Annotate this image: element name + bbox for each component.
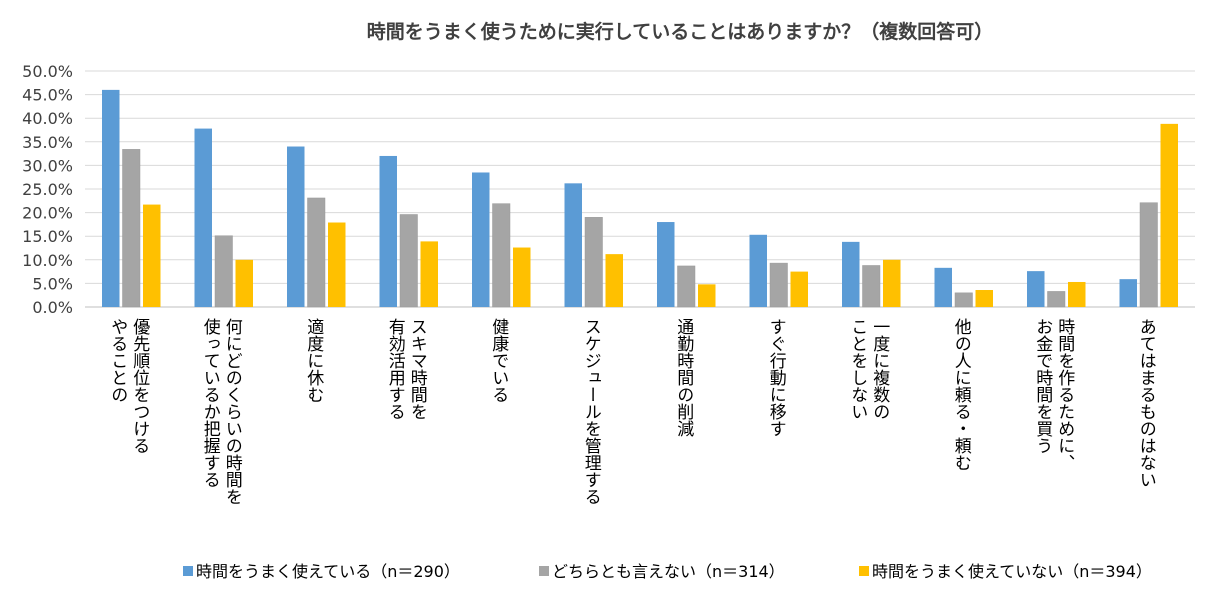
category-label: 通勤時間の削減	[673, 318, 694, 437]
y-tick-label: 0.0%	[32, 298, 73, 317]
bar	[698, 284, 716, 307]
category-label: あてはまるものはない	[1136, 318, 1156, 488]
category-label: 適度に休む	[303, 318, 324, 403]
bar	[605, 254, 623, 307]
bar	[975, 290, 993, 307]
bar	[584, 217, 603, 308]
category-label: やることの	[107, 318, 127, 403]
bar	[842, 241, 860, 307]
bar	[749, 234, 767, 307]
y-tick-label: 25.0%	[22, 180, 73, 199]
category-label: 優先順位をつける	[129, 318, 150, 454]
category-label: スケジュールを管理する	[581, 318, 602, 505]
gridlines	[85, 70, 1195, 308]
legend-label: どちらとも言えない（n＝314）	[552, 562, 785, 581]
bar	[143, 204, 161, 307]
bar	[790, 271, 808, 307]
category-label: ことをしない	[847, 318, 867, 420]
y-tick-label: 50.0%	[22, 62, 73, 81]
y-tick-label: 5.0%	[32, 274, 73, 293]
chart-title: 時間をうまく使うために実行していることはありますか？（複数回答可）	[367, 20, 993, 43]
category-label: 健康でいる	[488, 318, 509, 403]
y-tick-label: 45.0%	[22, 86, 73, 105]
y-tick-label: 40.0%	[22, 109, 73, 128]
bar	[214, 235, 233, 308]
bar	[399, 214, 418, 308]
bar	[307, 197, 326, 308]
bar	[934, 267, 952, 307]
category-label: 使っているか把握する	[200, 317, 221, 488]
bar	[1047, 291, 1066, 308]
bar	[883, 259, 901, 307]
y-tick-label: 30.0%	[22, 156, 73, 175]
category-label: すぐ行動に移す	[766, 318, 787, 437]
bar	[379, 155, 397, 307]
category-label: スキマ時間を	[407, 318, 427, 420]
bar	[420, 241, 438, 307]
y-tick-label: 35.0%	[22, 133, 73, 152]
bar	[862, 265, 881, 308]
bar	[769, 262, 788, 308]
bar	[1119, 279, 1137, 307]
legend-swatch	[183, 566, 193, 576]
bar	[194, 128, 212, 307]
bar	[513, 247, 531, 307]
category-label: 何にどのくらいの時間を	[222, 318, 243, 505]
legend-swatch	[539, 566, 549, 576]
legend-label: 時間をうまく使えている（n＝290）	[196, 562, 460, 581]
bar	[677, 265, 696, 308]
y-tick-label: 15.0%	[22, 227, 73, 246]
category-label: 有効活用する	[385, 318, 406, 420]
bar	[1068, 281, 1086, 307]
bar	[287, 146, 305, 307]
bar	[1027, 271, 1045, 307]
bar	[564, 183, 582, 307]
bar	[954, 292, 973, 308]
y-tick-label: 20.0%	[22, 204, 73, 223]
legend-swatch	[859, 566, 869, 576]
y-tick-label: 10.0%	[22, 251, 73, 270]
legend-label: 時間をうまく使えていない（n＝394）	[872, 562, 1152, 581]
bar	[102, 89, 120, 307]
category-label: 一度に複数の	[869, 318, 890, 420]
category-label: お金で時間を買う	[1032, 318, 1053, 454]
bar	[122, 149, 141, 308]
bar	[492, 203, 511, 308]
legend: 時間をうまく使えている（n＝290） どちらとも言えない（n＝314） 時間をうまく…	[183, 562, 1152, 581]
bar	[657, 222, 675, 307]
category-label: 他の人に頼る・頼む	[951, 318, 972, 471]
bar	[472, 172, 490, 307]
bar	[1160, 123, 1178, 307]
category-label: 時間を作るために、	[1054, 318, 1075, 471]
y-axis: 0.0% 5.0% 10.0% 15.0% 20.0% 25.0% 30.0% 35.0% 40…	[22, 62, 73, 317]
bar	[328, 222, 346, 307]
bar	[235, 259, 253, 307]
bar	[1139, 202, 1158, 308]
bars	[102, 89, 1178, 308]
